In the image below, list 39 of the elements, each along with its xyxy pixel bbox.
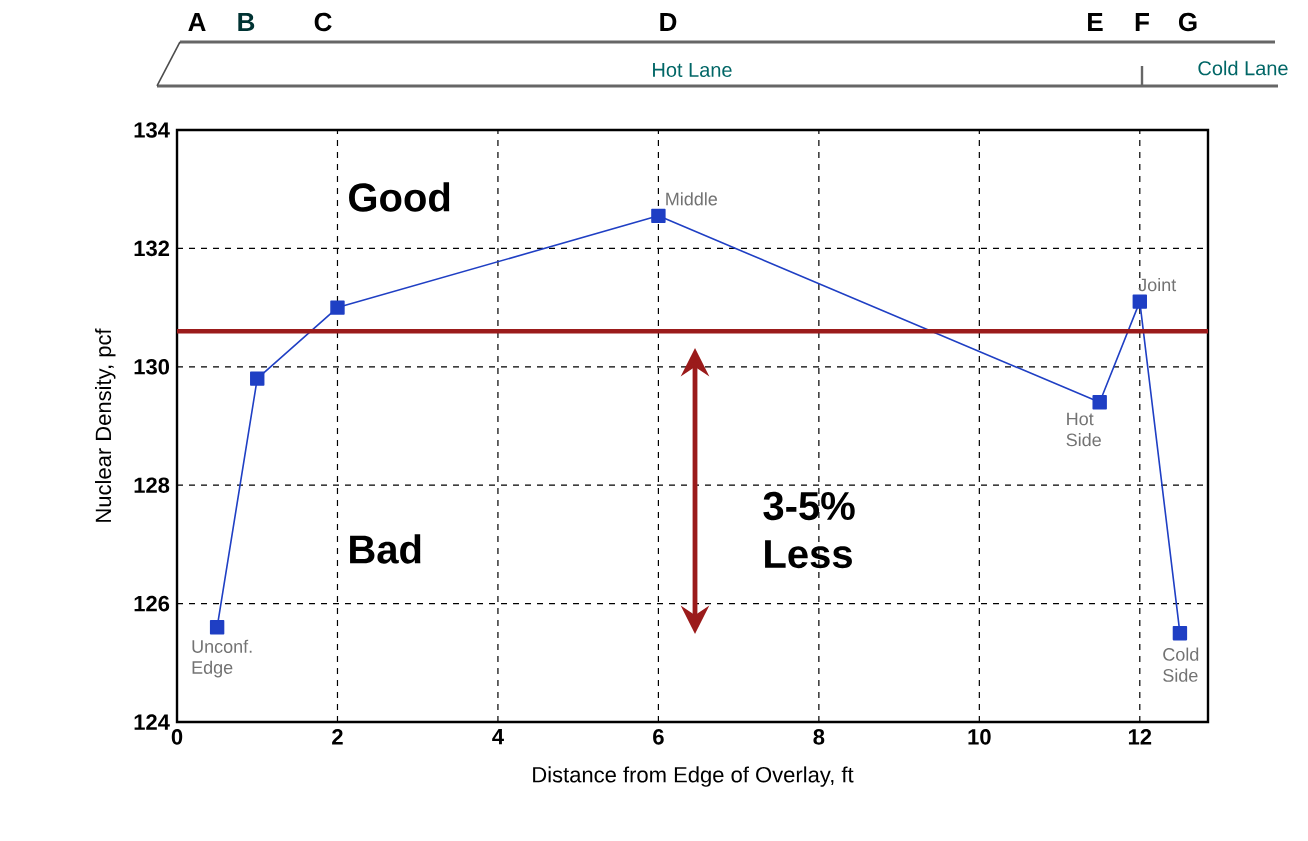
text: G: [1178, 12, 1197, 32]
annotation: 3-5% Less: [763, 491, 855, 569]
text: E: [1088, 13, 1103, 31]
annotation: Middle: [666, 192, 718, 206]
text: Hot Lane: [653, 63, 732, 77]
y-tick-label: 134: [134, 122, 170, 138]
text: B: [238, 13, 255, 31]
annotation: Cold Side: [1163, 647, 1199, 682]
text: C: [314, 12, 332, 32]
point: [1092, 395, 1107, 410]
x-tick-label: 8: [813, 729, 825, 745]
y-tick-label: 130: [134, 359, 170, 375]
x-axis-title: Distance from Edge of Overlay, ft: [533, 766, 854, 787]
y-tick-label: 132: [134, 240, 170, 257]
x-tick-label: 0: [171, 729, 183, 745]
y-axis-title: Nuclear Density, pcf: [95, 328, 116, 522]
x-tick-label: 4: [492, 729, 504, 745]
text: D: [660, 13, 677, 31]
y-tick-label: 124: [134, 714, 170, 730]
point: [1172, 625, 1188, 641]
annotation: Hot Side: [1066, 412, 1101, 447]
point: [250, 371, 265, 386]
point: [651, 208, 666, 224]
text: A: [188, 13, 206, 31]
point: [330, 300, 345, 315]
annotation: Bad: [350, 534, 421, 564]
x-tick-label: 10: [968, 729, 991, 745]
text: Cold Lane: [1198, 60, 1288, 76]
x-tick-label: 12: [1128, 729, 1152, 745]
x-tick-label: 6: [653, 729, 664, 745]
text: F: [1135, 13, 1149, 31]
annotation: Good: [349, 182, 450, 212]
annotation: Joint: [1138, 278, 1177, 292]
point: [209, 620, 225, 635]
point: [1132, 294, 1147, 309]
y-tick-label: 128: [134, 477, 170, 493]
x-tick-label: 2: [332, 729, 343, 745]
y-tick-label: 126: [134, 595, 170, 612]
annotation: Unconf. Edge: [192, 639, 252, 678]
